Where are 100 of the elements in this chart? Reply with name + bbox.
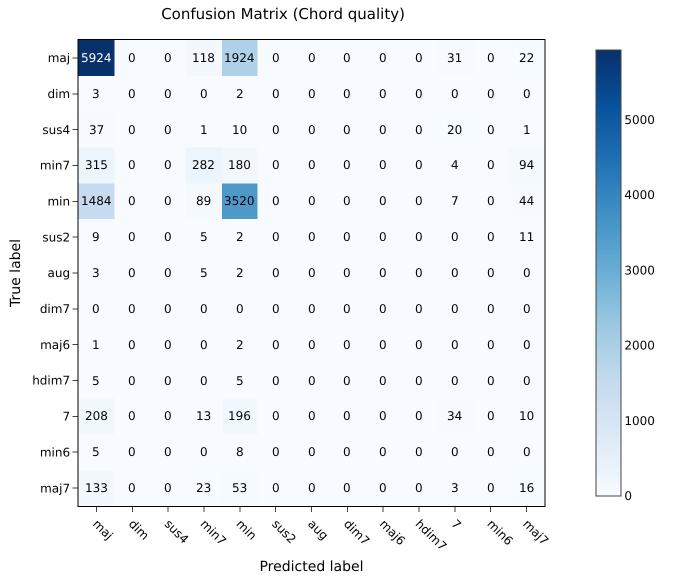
data-label: 0 [128, 51, 136, 65]
data-label: 0 [128, 123, 136, 137]
data-label: 0 [523, 302, 531, 316]
data-label: 53 [232, 481, 248, 495]
data-label: 0 [308, 230, 316, 244]
data-label: 0 [343, 409, 351, 423]
data-label: 0 [92, 302, 100, 316]
data-label: 5924 [81, 51, 112, 65]
data-label: 3 [451, 481, 459, 495]
x-tick-label: min [233, 516, 260, 543]
data-label: 0 [272, 481, 280, 495]
data-label: 0 [164, 194, 172, 208]
data-label: 0 [415, 230, 423, 244]
data-label: 0 [487, 302, 495, 316]
data-label: 0 [272, 409, 280, 423]
data-label: 0 [451, 230, 459, 244]
data-label: 31 [447, 51, 462, 65]
y-tick-label: sus2 [42, 230, 70, 244]
data-label: 0 [487, 123, 495, 137]
data-label: 89 [196, 194, 212, 208]
data-label: 0 [379, 51, 387, 65]
data-label: 0 [523, 374, 531, 388]
data-label: 0 [379, 194, 387, 208]
data-label: 0 [415, 374, 423, 388]
data-label: 1 [200, 123, 208, 137]
data-label: 3520 [224, 194, 255, 208]
data-label: 0 [523, 338, 531, 352]
data-label: 11 [519, 230, 534, 244]
y-tick-label: hdim7 [32, 374, 70, 388]
data-label: 0 [128, 230, 136, 244]
data-label: 282 [192, 158, 215, 172]
x-axis-title: Predicted label [259, 558, 364, 575]
data-label: 0 [487, 158, 495, 172]
data-label: 0 [487, 445, 495, 459]
data-label: 0 [415, 87, 423, 101]
data-label: 34 [447, 409, 462, 423]
data-label: 0 [523, 87, 531, 101]
data-label: 0 [308, 266, 316, 280]
data-label: 0 [487, 51, 495, 65]
data-label: 0 [128, 374, 136, 388]
data-label: 0 [523, 445, 531, 459]
data-label: 0 [415, 481, 423, 495]
data-label: 2 [236, 266, 244, 280]
data-label: 0 [272, 158, 280, 172]
data-label: 0 [343, 194, 351, 208]
data-label: 3 [92, 87, 100, 101]
data-label: 0 [415, 194, 423, 208]
data-label: 5 [200, 230, 208, 244]
data-label: 0 [164, 481, 172, 495]
data-label: 20 [447, 123, 462, 137]
data-label: 208 [85, 409, 108, 423]
data-label: 0 [272, 194, 280, 208]
data-label: 3 [92, 266, 100, 280]
data-label: 315 [85, 158, 108, 172]
data-label: 0 [128, 409, 136, 423]
data-label: 0 [308, 158, 316, 172]
data-label: 1484 [81, 194, 112, 208]
data-label: 0 [379, 302, 387, 316]
data-label: 2 [236, 230, 244, 244]
data-label: 0 [308, 481, 316, 495]
data-label: 0 [128, 338, 136, 352]
y-tick-label: dim7 [40, 302, 70, 316]
data-label: 0 [164, 302, 172, 316]
data-label: 0 [343, 51, 351, 65]
data-label: 0 [487, 230, 495, 244]
data-label: 0 [343, 158, 351, 172]
data-label: 0 [451, 445, 459, 459]
data-label: 180 [228, 158, 251, 172]
data-label: 0 [415, 445, 423, 459]
data-label: 0 [164, 87, 172, 101]
data-label: 0 [128, 194, 136, 208]
data-label: 5 [92, 445, 100, 459]
data-label: 0 [128, 481, 136, 495]
data-label: 0 [128, 87, 136, 101]
data-label: 0 [379, 123, 387, 137]
data-label: 0 [272, 123, 280, 137]
data-label: 0 [379, 409, 387, 423]
data-label: 1 [92, 338, 100, 352]
data-label: 0 [379, 158, 387, 172]
data-label: 0 [200, 302, 208, 316]
data-label: 0 [487, 374, 495, 388]
chart-title: Confusion Matrix (Chord quality) [161, 5, 405, 24]
data-label: 118 [192, 51, 215, 65]
data-label: 0 [451, 266, 459, 280]
data-label: 5 [92, 374, 100, 388]
y-tick-label: min7 [40, 158, 70, 173]
data-label: 0 [487, 87, 495, 101]
data-label: 0 [451, 338, 459, 352]
data-label: 0 [379, 445, 387, 459]
data-label: 22 [519, 51, 534, 65]
data-label: 2 [236, 338, 244, 352]
data-label: 0 [236, 302, 244, 316]
data-label: 94 [519, 158, 534, 172]
data-label: 0 [451, 374, 459, 388]
data-label: 0 [308, 194, 316, 208]
data-label: 0 [415, 123, 423, 137]
data-label: 0 [164, 51, 172, 65]
data-label: 0 [164, 445, 172, 459]
color-bar-label: 5000 [624, 112, 655, 127]
color-bar-label: 3000 [624, 263, 655, 278]
